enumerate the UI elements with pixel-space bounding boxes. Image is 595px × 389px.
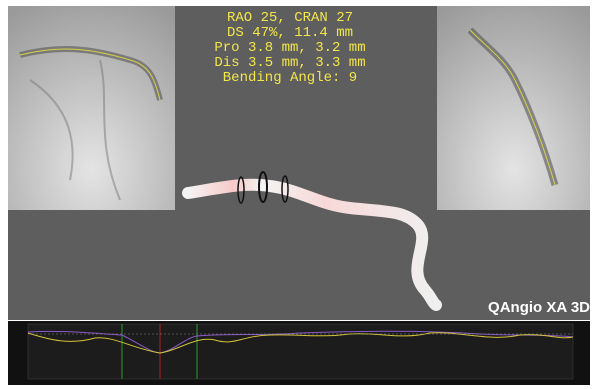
- diameter-profile: [8, 321, 590, 385]
- right-angiogram: [437, 6, 590, 210]
- overlay-line: Bending Angle: 9: [223, 70, 357, 86]
- overlay-line: DS 47%, 11.4 mm: [227, 25, 353, 41]
- overlay-text: RAO 25, CRAN 27 DS 47%, 11.4 mm Pro 3.8 …: [214, 10, 365, 86]
- brand: QAngio XA 3D: [488, 299, 590, 316]
- overlay-line: Dis 3.5 mm, 3.3 mm: [214, 55, 365, 71]
- overlay-line: RAO 25, CRAN 27: [227, 10, 353, 26]
- screenshot: RAO 25, CRAN 27 DS 47%, 11.4 mm Pro 3.8 …: [0, 0, 595, 389]
- overlay-line: Pro 3.8 mm, 3.2 mm: [214, 40, 365, 56]
- left-angiogram: [8, 6, 175, 210]
